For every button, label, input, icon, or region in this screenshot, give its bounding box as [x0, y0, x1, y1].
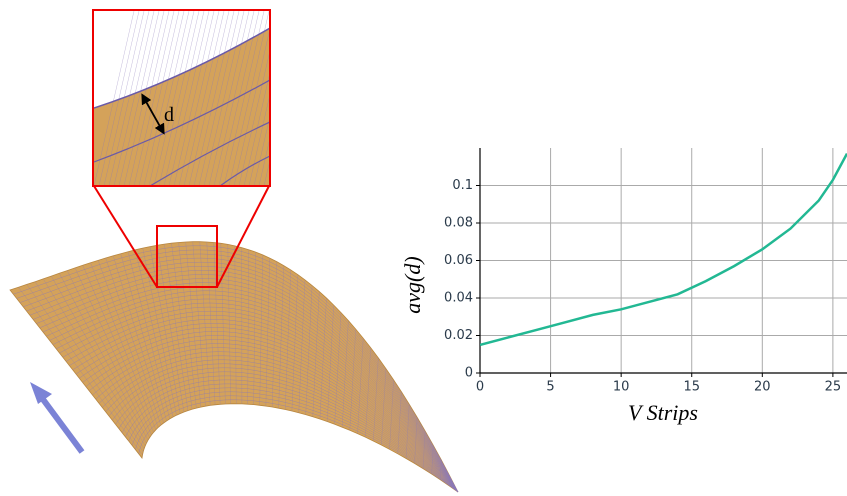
x-tick-label: 20 — [754, 380, 771, 395]
y-tick-label: 0.04 — [444, 291, 473, 306]
y-tick-label: 0.1 — [452, 178, 473, 193]
inset-mesh-line — [274, 11, 314, 186]
x-tick-label: 25 — [825, 380, 842, 395]
y-tick-label: 0.02 — [444, 328, 473, 343]
inset-mesh-line — [269, 11, 309, 186]
surface — [10, 242, 458, 492]
y-tick-label: 0.06 — [444, 253, 473, 268]
x-tick-label: 0 — [476, 380, 484, 395]
data-line — [480, 154, 847, 345]
inset-label: d — [164, 104, 174, 126]
inset-mesh-line — [284, 11, 324, 186]
x-tick-label: 15 — [683, 380, 700, 395]
inset-mesh-line — [279, 11, 319, 186]
y-tick-label: 0.08 — [444, 216, 473, 231]
direction-arrow — [42, 398, 82, 452]
x-axis-title: V Strips — [628, 400, 698, 425]
x-tick-label: 10 — [613, 380, 630, 395]
figure: d 0 0.02 0.04 0.06 0.08 0.1 0 5 10 15 20 25 V Strip… — [0, 0, 847, 496]
direction-arrowhead — [30, 382, 52, 404]
plot: 0 0.02 0.04 0.06 0.08 0.1 0 5 10 15 20 25 — [444, 148, 847, 395]
inset-mesh-line — [289, 11, 329, 186]
y-axis-title: avg(d) — [400, 256, 425, 313]
inset — [94, 11, 329, 186]
x-tick-label: 5 — [546, 380, 554, 395]
y-tick-label: 0 — [465, 366, 473, 381]
